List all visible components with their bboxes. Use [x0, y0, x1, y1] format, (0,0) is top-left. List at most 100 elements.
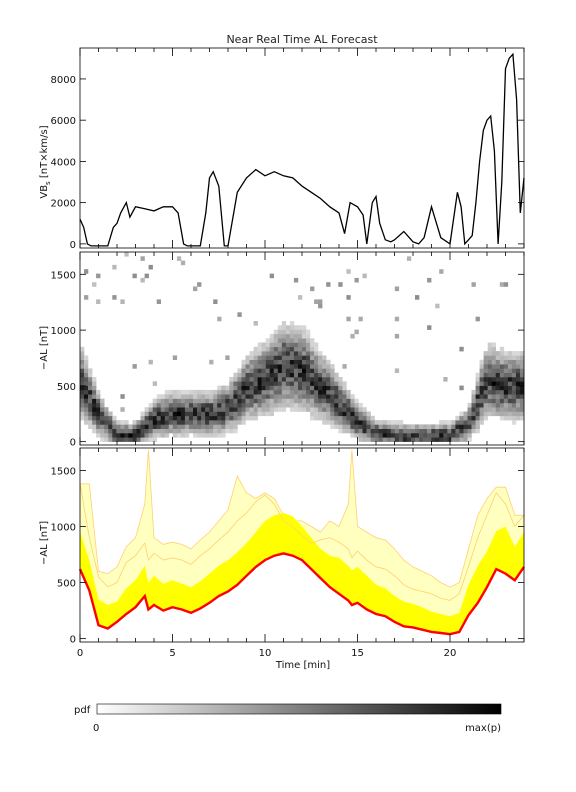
- heatmap-cell: [374, 420, 379, 425]
- heatmap-cell: [229, 389, 234, 395]
- heatmap-cell: [491, 377, 496, 382]
- heatmap-cell: [164, 398, 170, 404]
- heatmap-cell: [479, 411, 484, 417]
- heatmap-cell: [390, 437, 396, 442]
- heatmap-cell: [310, 385, 315, 391]
- heatmap-cell: [306, 381, 311, 386]
- heatmap-cell: [237, 377, 242, 382]
- heatmap-cell: [205, 411, 210, 417]
- heatmap-cell: [346, 316, 351, 322]
- heatmap-cell: [302, 381, 307, 386]
- heatmap-cell: [350, 402, 355, 408]
- heatmap-cell: [80, 389, 85, 395]
- heatmap-cell: [411, 437, 416, 442]
- heatmap-cell: [120, 420, 125, 425]
- heatmap-cell: [249, 385, 254, 391]
- heatmap-cell: [245, 385, 250, 391]
- heatmap-cell: [471, 394, 476, 399]
- heatmap-cell: [302, 385, 307, 391]
- heatmap-cell: [233, 402, 238, 408]
- heatmap-cell: [455, 415, 460, 421]
- heatmap-cell: [136, 437, 141, 442]
- heatmap-cell: [479, 385, 484, 391]
- heatmap-cell: [491, 381, 496, 386]
- heatmap-cell: [406, 437, 412, 442]
- heatmap-cell: [306, 351, 311, 356]
- heatmap-cell: [475, 389, 480, 395]
- heatmap-cell: [164, 411, 170, 417]
- heatmap-cell: [245, 389, 250, 395]
- heatmap-cell: [293, 394, 299, 399]
- heatmap-cell: [326, 381, 331, 386]
- heatmap-cell: [237, 407, 242, 412]
- heatmap-cell: [193, 389, 198, 395]
- heatmap-cell: [289, 351, 295, 356]
- heatmap-cell: [471, 402, 476, 408]
- heatmap-cell: [253, 355, 258, 360]
- heatmap-cell: [318, 303, 323, 309]
- heatmap-cell: [217, 407, 222, 412]
- heatmap-cell: [338, 385, 343, 391]
- heatmap-cell: [491, 372, 496, 378]
- heatmap-cell: [402, 437, 408, 442]
- heatmap-cell: [374, 433, 379, 438]
- heatmap-cell: [358, 424, 363, 429]
- heatmap-cell: [277, 372, 283, 378]
- heatmap-cell: [306, 394, 311, 399]
- heatmap-cell: [386, 437, 392, 442]
- heatmap-cell: [172, 433, 178, 438]
- heatmap-cell: [265, 372, 270, 378]
- heatmap-cell: [253, 381, 258, 386]
- heatmap-cell: [342, 420, 347, 425]
- heatmap-cell: [249, 368, 254, 373]
- heatmap-cell: [273, 381, 278, 386]
- heatmap-cell: [265, 342, 270, 348]
- heatmap-cell: [277, 333, 283, 339]
- heatmap-cell: [193, 428, 198, 434]
- heatmap-cell: [197, 389, 202, 395]
- heatmap-cell: [386, 420, 392, 425]
- heatmap-cell: [298, 295, 303, 300]
- heatmap-cell: [80, 394, 85, 399]
- heatmap-cell: [160, 433, 165, 438]
- heatmap-cell: [241, 389, 246, 395]
- heatmap-cell: [495, 389, 500, 395]
- heatmap-cell: [503, 355, 509, 360]
- heatmap-cell: [96, 424, 101, 429]
- heatmap-cell: [92, 394, 97, 399]
- heatmap-cell: [334, 420, 339, 425]
- heatmap-cell: [281, 381, 287, 386]
- heatmap-cell: [322, 364, 327, 369]
- heatmap-cell: [330, 420, 335, 425]
- heatmap-cell: [342, 385, 347, 391]
- heatmap-cell: [277, 381, 283, 386]
- heatmap-cell: [314, 359, 319, 365]
- heatmap-cell: [233, 385, 238, 391]
- heatmap-cell: [124, 428, 129, 434]
- heatmap-cell: [281, 394, 287, 399]
- heatmap-cell: [511, 351, 517, 356]
- heatmap-cell: [326, 407, 331, 412]
- heatmap-cell: [423, 433, 428, 438]
- heatmap-cell: [298, 381, 303, 386]
- al-probability-heatmap-panel: −AL [nT] 0 500 1000 1500: [39, 251, 525, 449]
- heatmap-cell: [84, 359, 89, 365]
- heatmap-cell: [285, 359, 291, 365]
- heatmap-cell: [487, 394, 492, 399]
- heatmap-cell: [221, 424, 226, 429]
- heatmap-cell: [394, 333, 400, 339]
- heatmap-cell: [233, 377, 238, 382]
- heatmap-cell: [467, 420, 472, 425]
- heatmap-cell: [362, 407, 367, 412]
- heatmap-cell: [366, 428, 371, 434]
- heatmap-cell: [245, 415, 250, 421]
- heatmap-cell: [92, 398, 97, 404]
- heatmap-cell: [229, 385, 234, 391]
- heatmap-cell: [306, 355, 311, 360]
- heatmap-cell: [314, 372, 319, 378]
- heatmap-cell: [84, 269, 89, 274]
- heatmap-cell: [293, 407, 299, 412]
- heatmap-cell: [507, 394, 513, 399]
- heatmap-cell: [334, 372, 339, 378]
- heatmap-cell: [233, 389, 238, 395]
